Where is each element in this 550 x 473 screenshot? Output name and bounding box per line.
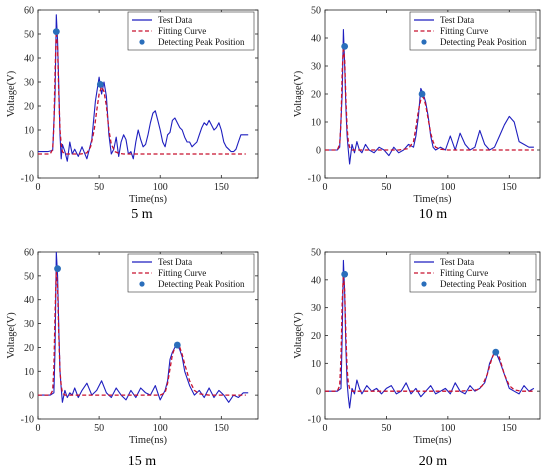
x-tick-label: 100 [440,182,455,193]
y-axis-label: Voltage(V) [293,312,304,359]
legend-entry: Test Data [440,15,474,25]
y-tick-label: 40 [24,54,34,65]
y-tick-label: -10 [21,174,34,185]
x-tick-label: 100 [153,182,168,193]
y-tick-label: 30 [311,62,321,73]
peak-marker [341,43,349,50]
y-tick-label: 40 [24,295,34,306]
legend-entry: Test Data [440,257,474,267]
x-axis-label: Time(ns) [413,194,452,205]
peak-marker [54,265,61,273]
y-tick-label: -10 [308,415,321,426]
panel-caption: 10 m [419,207,448,222]
y-tick-label: 30 [311,303,321,314]
y-tick-label: 10 [311,118,321,129]
y-tick-label: 0 [316,146,321,157]
legend-entry: Fitting Curve [158,26,206,36]
panel-caption: 20 m [419,454,448,469]
y-axis-label: Voltage(V) [6,70,17,117]
peak-marker [173,341,181,349]
y-tick-label: 60 [24,248,34,259]
y-tick-label: 60 [24,6,34,17]
panel-caption: 15 m [128,454,157,469]
x-tick-label: 0 [323,423,328,434]
y-tick-label: 0 [29,391,34,402]
legend-entry: Detecting Peak Position [440,37,527,47]
fitting-curve-line [38,270,246,396]
test-data-line [38,14,249,162]
chart-panel-4: 0 50 100 150-1001020304050Time(ns)Voltage(V… [293,248,541,469]
chart-panel-2: 0 50 100 150-1001020304050Time(ns)Voltage(V… [293,6,541,222]
legend-entry: Detecting Peak Position [158,37,245,47]
y-tick-label: -10 [21,415,34,426]
legend-entry: Test Data [158,15,192,25]
legend-marker [139,281,145,287]
x-tick-label: 150 [214,182,229,193]
y-tick-label: 20 [24,343,34,354]
y-axis-label: Voltage(V) [293,70,304,117]
peak-marker [492,348,500,356]
y-axis-label: Voltage(V) [6,312,17,359]
y-tick-label: 10 [24,367,34,378]
peak-marker [96,81,104,88]
y-tick-label: 20 [311,90,321,101]
legend-entry: Detecting Peak Position [158,279,245,289]
x-axis-label: Time(ns) [413,435,452,446]
legend-marker [139,39,145,45]
x-tick-label: 50 [94,423,104,434]
y-tick-label: 50 [24,271,34,282]
x-tick-label: 100 [440,423,455,434]
peak-marker [418,90,426,98]
test-data-line [325,29,534,165]
legend-marker [421,281,427,287]
y-tick-label: 10 [311,359,321,370]
peak-marker [52,28,60,35]
fitting-curve-line [38,30,246,155]
fitting-curve-line [325,45,534,151]
legend-box [409,253,537,293]
y-tick-label: 0 [316,387,321,398]
y-tick-label: 40 [311,34,321,45]
panel-caption: 5 m [131,207,153,222]
y-tick-label: 30 [24,78,34,89]
legend-entry: Fitting Curve [440,26,488,36]
x-tick-label: 0 [36,423,41,434]
x-tick-label: 0 [36,182,41,193]
x-tick-label: 0 [323,182,328,193]
x-tick-label: 50 [381,423,391,434]
y-tick-label: 20 [311,331,321,342]
y-tick-label: 20 [24,102,34,113]
x-tick-label: 150 [214,423,229,434]
legend-marker [421,39,427,45]
x-tick-label: 100 [153,423,168,434]
legend-entry: Test Data [158,257,192,267]
x-tick-label: 50 [94,182,104,193]
y-tick-label: 50 [311,6,321,17]
y-tick-label: 0 [29,150,34,161]
fitting-curve-line [325,273,534,392]
y-tick-label: 10 [24,126,34,137]
y-tick-label: 40 [311,275,321,286]
legend-entry: Fitting Curve [440,268,488,278]
x-tick-label: 150 [502,423,517,434]
legend-entry: Detecting Peak Position [440,279,527,289]
y-tick-label: 50 [24,30,34,41]
chart-panel-3: 0 50 100 150-100102030405060Time(ns)Voltage… [6,248,259,469]
y-tick-label: 50 [311,248,321,259]
x-axis-label: Time(ns) [129,194,168,205]
peak-marker [341,270,349,278]
x-tick-label: 150 [502,182,517,193]
legend-entry: Fitting Curve [158,268,206,278]
x-axis-label: Time(ns) [129,435,168,446]
y-tick-label: -10 [308,174,321,185]
chart-panel-1: 0 50 100 150-100102030405060Time(ns)Voltage… [6,6,259,222]
y-tick-label: 30 [24,319,34,330]
x-tick-label: 50 [381,182,391,193]
